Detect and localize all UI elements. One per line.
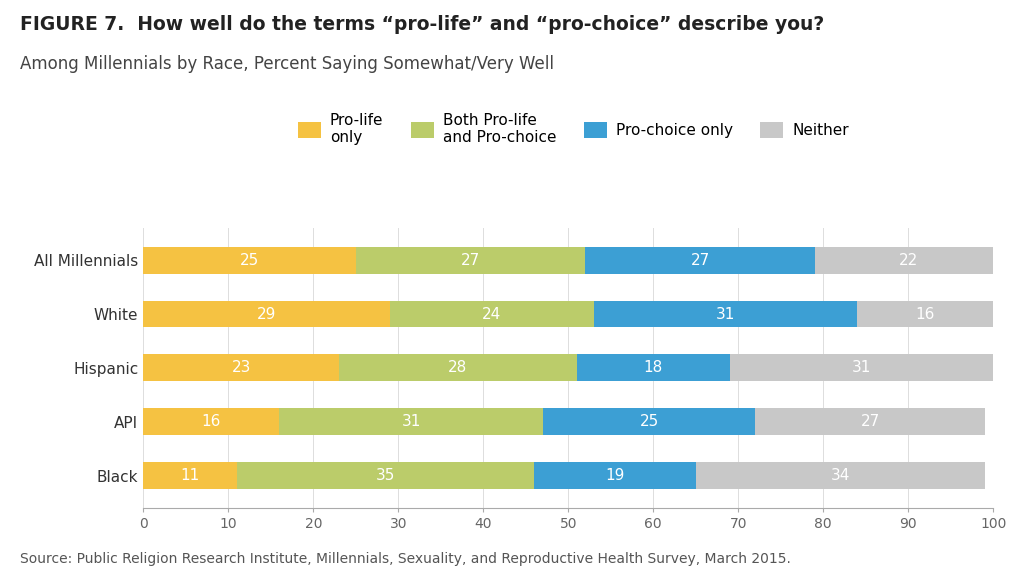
Text: 31: 31 xyxy=(852,360,871,376)
Text: 16: 16 xyxy=(915,307,935,322)
Text: Source: Public Religion Research Institute, Millennials, Sexuality, and Reproduc: Source: Public Religion Research Institu… xyxy=(20,552,792,566)
Bar xyxy=(143,463,237,489)
Text: 34: 34 xyxy=(830,468,850,483)
Text: 27: 27 xyxy=(690,253,710,267)
Text: 29: 29 xyxy=(257,307,276,322)
Bar xyxy=(756,408,985,435)
Text: 23: 23 xyxy=(231,360,251,376)
Bar xyxy=(237,463,535,489)
Text: 19: 19 xyxy=(605,468,625,483)
Text: Among Millennials by Race, Percent Saying Somewhat/Very Well: Among Millennials by Race, Percent Sayin… xyxy=(20,55,554,74)
Text: 27: 27 xyxy=(860,414,880,429)
Bar xyxy=(143,246,356,273)
Text: 22: 22 xyxy=(899,253,918,267)
Text: 25: 25 xyxy=(639,414,658,429)
Text: 35: 35 xyxy=(376,468,395,483)
Bar xyxy=(390,301,594,328)
Bar xyxy=(543,408,756,435)
Bar xyxy=(339,354,577,381)
Text: 18: 18 xyxy=(644,360,663,376)
Bar xyxy=(586,246,815,273)
Text: FIGURE 7.  How well do the terms “pro-life” and “pro-choice” describe you?: FIGURE 7. How well do the terms “pro-lif… xyxy=(20,15,824,34)
Text: 16: 16 xyxy=(202,414,221,429)
Bar xyxy=(857,301,993,328)
Bar xyxy=(696,463,985,489)
Bar xyxy=(815,246,1001,273)
Bar xyxy=(143,301,390,328)
Bar xyxy=(280,408,543,435)
Bar xyxy=(577,354,730,381)
Bar xyxy=(535,463,696,489)
Text: 24: 24 xyxy=(482,307,502,322)
Bar xyxy=(143,408,280,435)
Text: 31: 31 xyxy=(716,307,735,322)
Text: 28: 28 xyxy=(449,360,467,376)
Text: 31: 31 xyxy=(401,414,421,429)
Text: 27: 27 xyxy=(461,253,480,267)
Text: 11: 11 xyxy=(180,468,200,483)
Bar xyxy=(356,246,586,273)
Text: 25: 25 xyxy=(240,253,259,267)
Bar xyxy=(143,354,339,381)
Legend: Pro-life
only, Both Pro-life
and Pro-choice, Pro-choice only, Neither: Pro-life only, Both Pro-life and Pro-cho… xyxy=(298,113,849,145)
Bar xyxy=(730,354,993,381)
Bar xyxy=(594,301,857,328)
